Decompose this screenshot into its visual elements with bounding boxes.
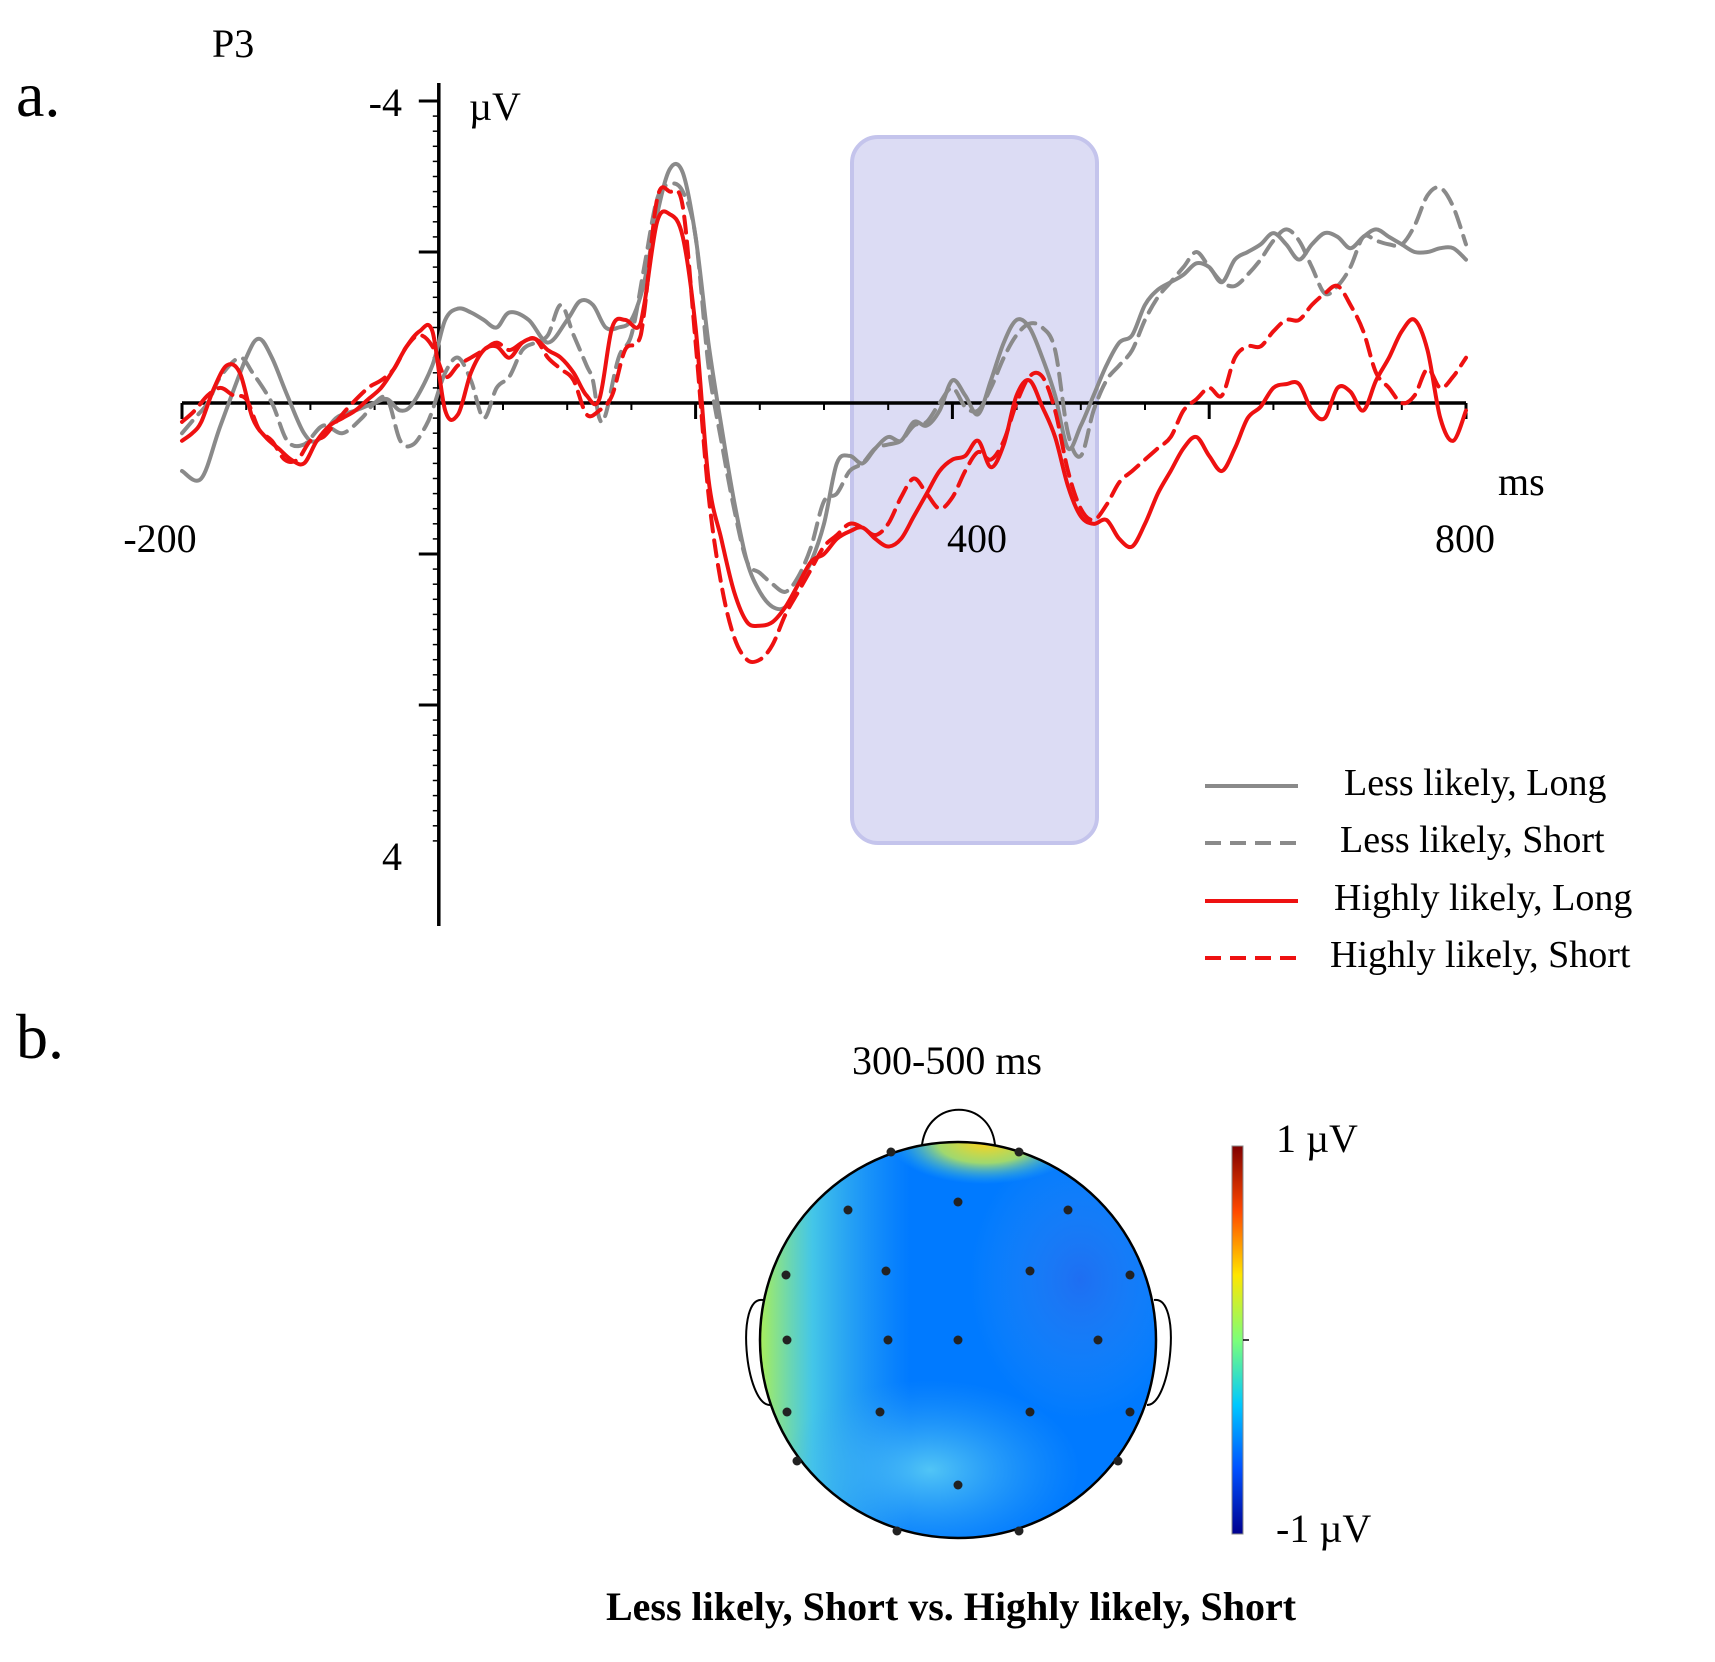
head-outline <box>758 1140 1158 1540</box>
electrode-dot <box>1113 1456 1123 1466</box>
legend: Less likely, Long Less likely, Short Hig… <box>1205 762 1632 976</box>
electrode-dot <box>1014 1526 1024 1536</box>
electrode-dot <box>781 1270 791 1280</box>
electrode-dot <box>881 1266 891 1276</box>
legend-label-less-likely-short: Less likely, Short <box>1340 819 1605 861</box>
electrode-dot <box>782 1335 792 1345</box>
x-tick-label-800: 800 <box>1435 516 1495 561</box>
erp-series <box>180 161 1468 665</box>
electrode-dot <box>953 1480 963 1490</box>
topomap-caption: Less likely, Short vs. Highly likely, Sh… <box>606 1584 1297 1629</box>
y-axis-label: µV <box>469 84 521 129</box>
electrode-dot <box>953 1335 963 1345</box>
electrode-dot <box>886 1147 896 1157</box>
topomap-title: 300-500 ms <box>852 1038 1042 1083</box>
electrode-dot <box>1093 1335 1103 1345</box>
series-line-highly-likely-long <box>180 209 1468 629</box>
electrode-dot <box>792 1456 802 1466</box>
frontal-hot-spot <box>890 1142 1080 1184</box>
x-tick-label-400: 400 <box>947 516 1007 561</box>
series-line-less-likely-short <box>180 181 1468 594</box>
electrode-dot <box>892 1526 902 1536</box>
y-tick-label-neg4: -4 <box>369 80 402 125</box>
y-tick-label-4: 4 <box>382 834 402 879</box>
x-axis-label: ms <box>1498 459 1545 504</box>
erp-axes <box>180 83 1468 926</box>
legend-label-less-likely-long: Less likely, Long <box>1344 762 1606 804</box>
electrode-dot <box>1063 1205 1073 1215</box>
electrode-dot <box>1014 1147 1024 1157</box>
nose-icon <box>921 1108 996 1146</box>
electrode-dot <box>1125 1407 1135 1417</box>
electrode-dot <box>875 1407 885 1417</box>
electrode-dot <box>953 1197 963 1207</box>
electrode-dot <box>1025 1407 1035 1417</box>
electrode-dot <box>883 1335 893 1345</box>
panel-label-a: a. <box>16 59 60 130</box>
colorbar-max-label: 1 µV <box>1276 1116 1358 1161</box>
series-line-less-likely-long <box>180 161 1468 612</box>
analysis-window <box>850 135 1099 845</box>
topomap <box>745 1108 1172 1540</box>
erp-title: P3 <box>212 21 254 66</box>
electrode-dot <box>782 1407 792 1417</box>
electrode-dot <box>843 1205 853 1215</box>
x-tick-label-neg200: -200 <box>123 516 196 561</box>
electrode-dot <box>1025 1266 1035 1276</box>
legend-label-highly-likely-short: Highly likely, Short <box>1330 934 1631 976</box>
electrodes <box>781 1147 1135 1536</box>
series-line-highly-likely-short <box>180 185 1468 665</box>
electrode-dot <box>1125 1270 1135 1280</box>
colorbar-min-label: -1 µV <box>1276 1506 1371 1551</box>
panel-label-b: b. <box>16 1001 64 1072</box>
legend-label-highly-likely-long: Highly likely, Long <box>1334 877 1632 919</box>
scalp-map <box>760 1142 1156 1538</box>
colorbar <box>1231 1145 1244 1535</box>
